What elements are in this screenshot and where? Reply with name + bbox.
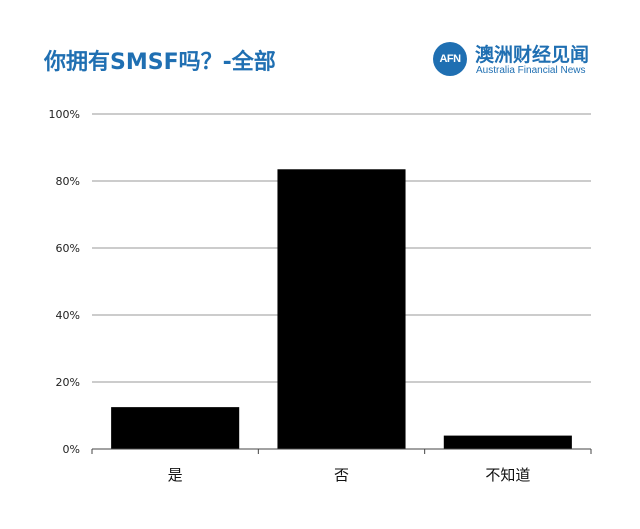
bar bbox=[277, 169, 406, 449]
y-tick-label: 80% bbox=[56, 175, 80, 188]
brand-logo: AFN 澳洲财经见闻 Australia Financial News bbox=[433, 40, 613, 80]
bar bbox=[443, 435, 572, 449]
y-tick-label: 40% bbox=[56, 309, 80, 322]
y-tick-label: 20% bbox=[56, 376, 80, 389]
brand-name-cn: 澳洲财经见闻 bbox=[475, 44, 590, 66]
brand-name-en: Australia Financial News bbox=[476, 65, 586, 76]
x-tick-label: 否 bbox=[334, 466, 349, 484]
y-tick-label: 100% bbox=[49, 108, 80, 121]
afn-logo-icon: AFN bbox=[433, 42, 467, 76]
bar bbox=[111, 407, 240, 449]
x-tick-label: 是 bbox=[168, 466, 183, 484]
x-axis-tick-labels: 是 否 不知道 bbox=[168, 466, 531, 484]
x-tick-label: 不知道 bbox=[485, 466, 530, 484]
y-tick-label: 60% bbox=[56, 242, 80, 255]
bars bbox=[111, 169, 572, 449]
y-axis-tick-labels: 0% 20% 40% 60% 80% 100% bbox=[49, 108, 80, 456]
chart-title: 你拥有SMSF吗？-全部 bbox=[44, 50, 276, 75]
y-tick-label: 0% bbox=[63, 443, 80, 456]
x-axis bbox=[91, 448, 592, 454]
